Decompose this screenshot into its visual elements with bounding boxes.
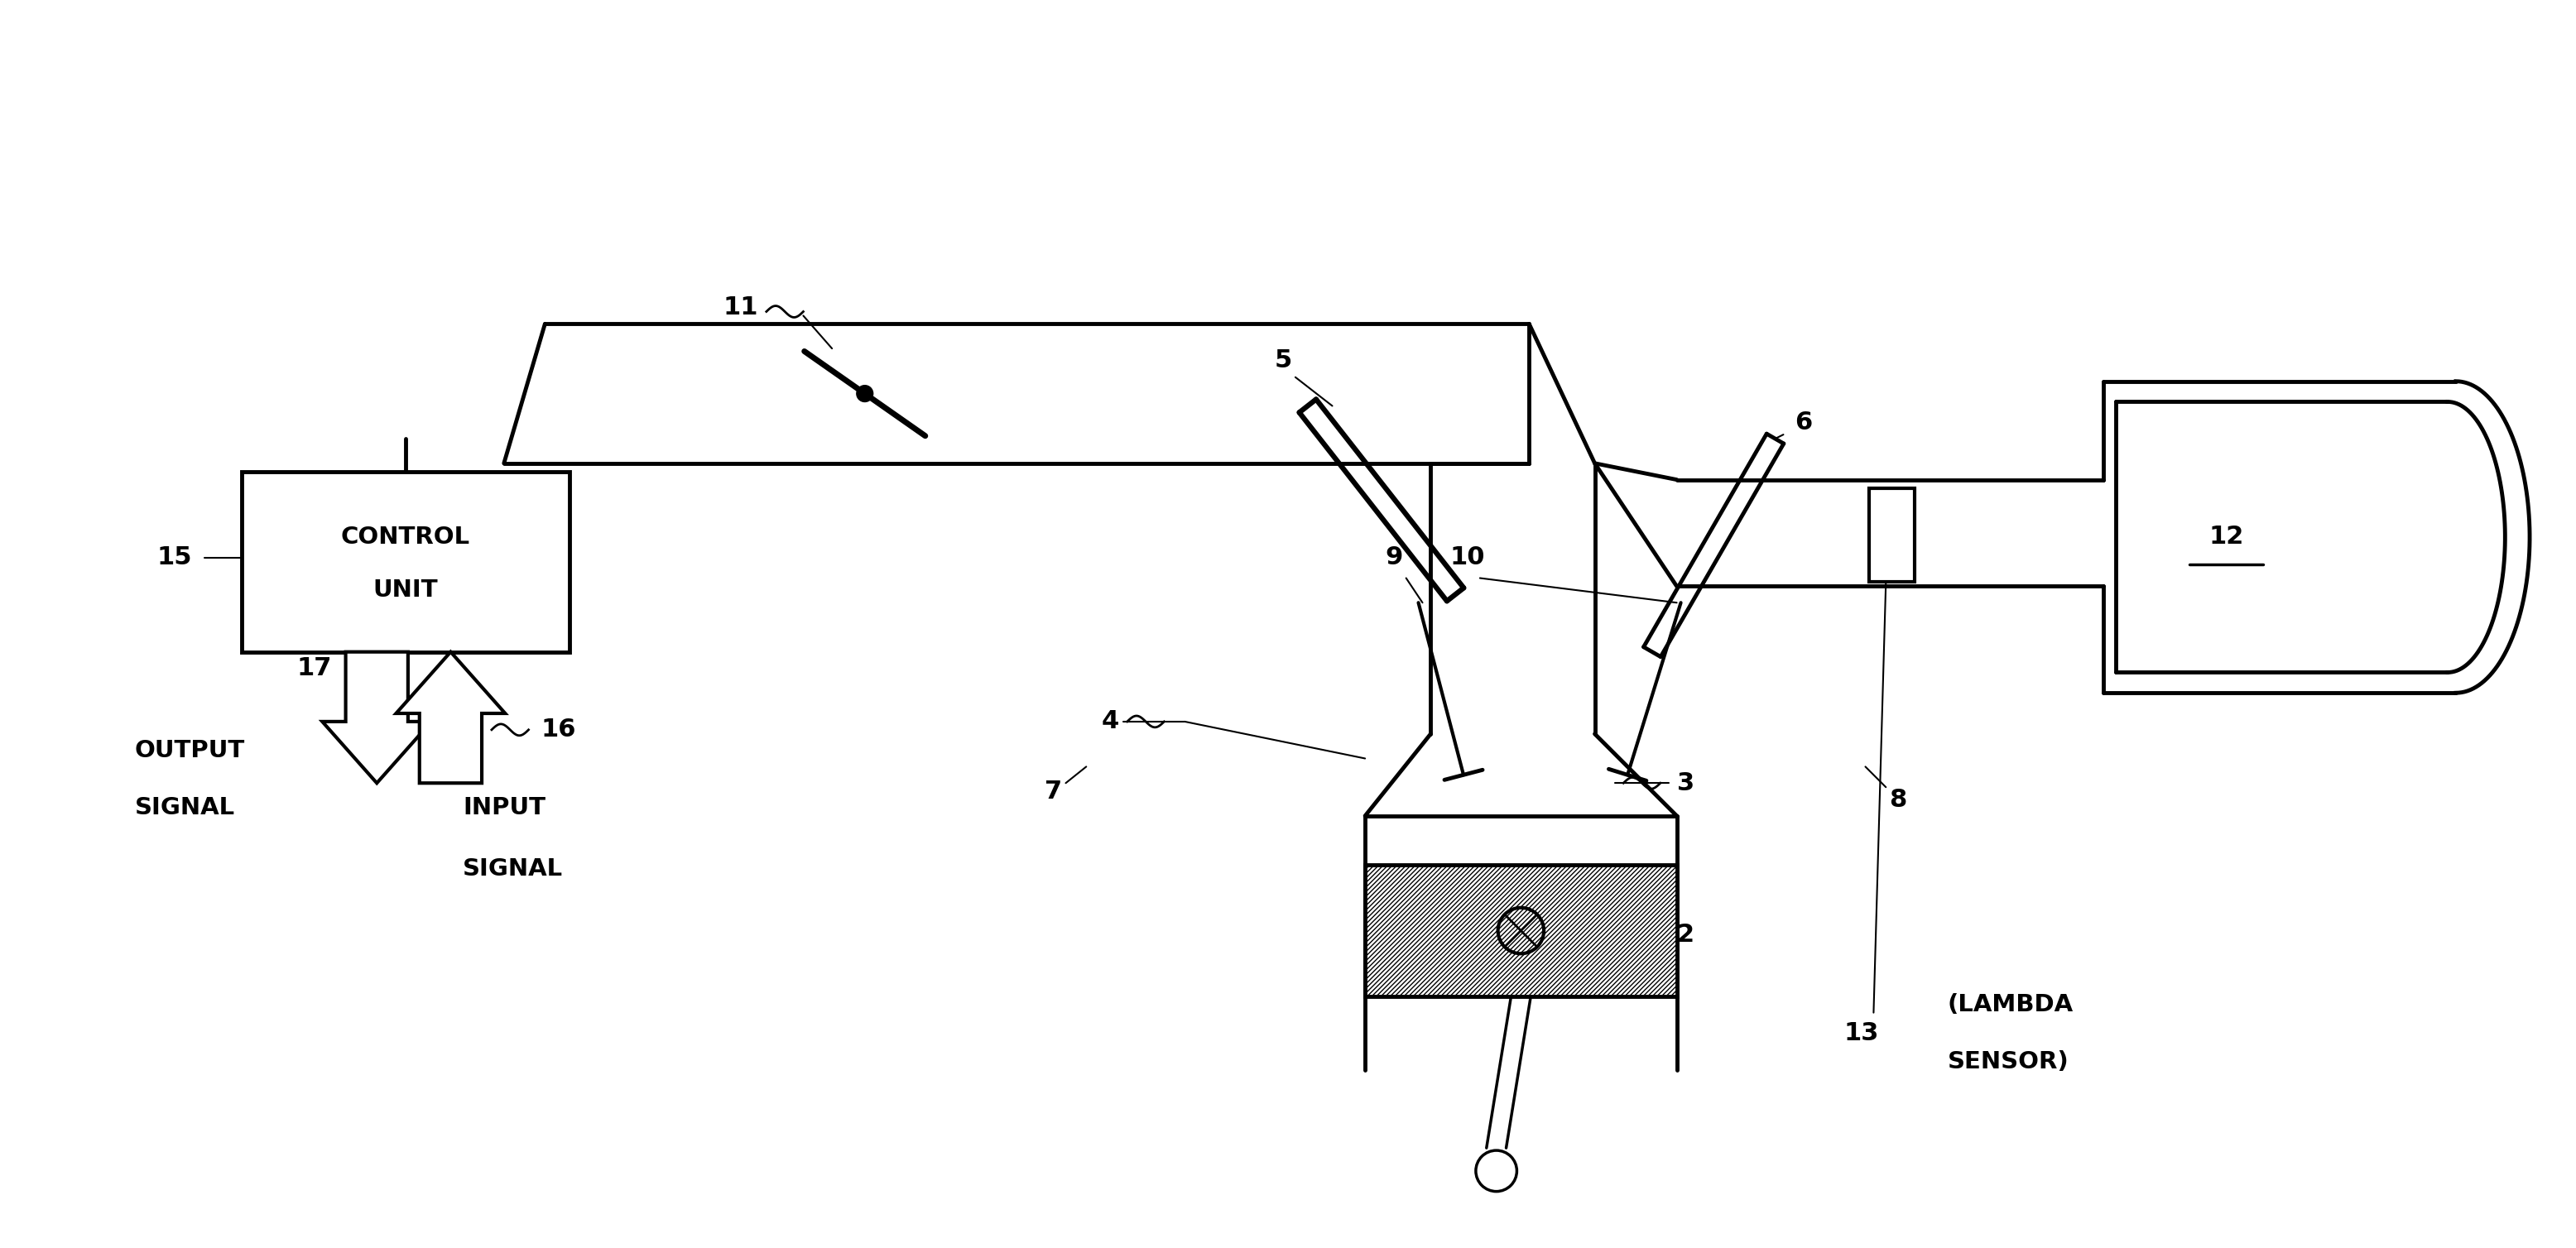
- Bar: [242, 472, 569, 651]
- Polygon shape: [322, 651, 430, 782]
- Text: UNIT: UNIT: [374, 579, 438, 602]
- Text: 2: 2: [1677, 922, 1695, 947]
- Text: 4: 4: [1103, 710, 1118, 734]
- Text: 3: 3: [1677, 771, 1695, 795]
- Text: 12: 12: [2208, 525, 2244, 549]
- Text: CONTROL: CONTROL: [340, 525, 471, 549]
- Text: SIGNAL: SIGNAL: [134, 796, 234, 819]
- Text: INPUT: INPUT: [464, 796, 546, 819]
- Text: 9: 9: [1386, 545, 1404, 569]
- Text: 10: 10: [1450, 545, 1486, 569]
- Text: SIGNAL: SIGNAL: [464, 857, 564, 881]
- Text: 8: 8: [1888, 787, 1906, 811]
- Text: 15: 15: [157, 545, 193, 569]
- Circle shape: [858, 386, 873, 402]
- Text: 16: 16: [541, 718, 577, 741]
- Bar: [1870, 488, 1914, 582]
- Text: OUTPUT: OUTPUT: [134, 739, 245, 761]
- Polygon shape: [397, 651, 505, 782]
- Bar: [1365, 865, 1677, 996]
- Bar: [1365, 865, 1677, 996]
- Text: 1: 1: [299, 480, 317, 504]
- Text: 5: 5: [1275, 348, 1293, 373]
- Text: 17: 17: [296, 656, 332, 680]
- Text: (LAMBDA: (LAMBDA: [1947, 993, 2074, 1016]
- Text: 6: 6: [1795, 411, 1814, 434]
- Text: 11: 11: [724, 296, 757, 319]
- Text: 7: 7: [1046, 779, 1061, 804]
- Text: 13: 13: [1844, 1021, 1878, 1045]
- Text: SENSOR): SENSOR): [1947, 1051, 2069, 1073]
